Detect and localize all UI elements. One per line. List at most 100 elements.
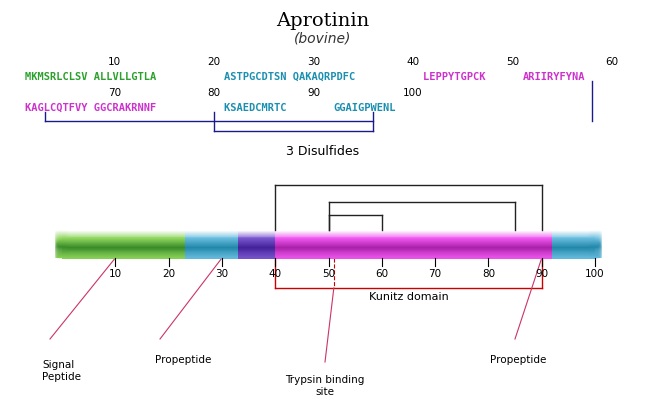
- Text: 30: 30: [307, 57, 320, 67]
- Bar: [238, 246, 275, 248]
- Bar: [275, 255, 552, 256]
- Ellipse shape: [55, 251, 69, 252]
- Bar: [275, 254, 552, 255]
- Text: 20: 20: [162, 268, 175, 278]
- Bar: [62, 256, 185, 257]
- Text: ARIIRYFYNA: ARIIRYFYNA: [523, 72, 585, 82]
- Bar: [238, 257, 275, 259]
- Bar: [238, 232, 275, 234]
- Ellipse shape: [55, 244, 69, 246]
- Ellipse shape: [588, 230, 602, 232]
- Bar: [62, 244, 185, 246]
- Ellipse shape: [588, 235, 602, 236]
- Bar: [185, 230, 238, 232]
- Ellipse shape: [55, 242, 69, 244]
- Bar: [185, 257, 238, 259]
- Bar: [62, 242, 185, 244]
- Ellipse shape: [55, 240, 69, 242]
- Text: Aprotinin: Aprotinin: [276, 12, 370, 30]
- Bar: [185, 240, 238, 241]
- Bar: [185, 245, 238, 247]
- Bar: [275, 230, 552, 232]
- Bar: [62, 233, 185, 235]
- Text: (bovine): (bovine): [295, 32, 351, 46]
- Bar: [238, 255, 275, 256]
- Bar: [62, 257, 185, 259]
- Bar: [552, 249, 595, 251]
- Bar: [62, 242, 185, 243]
- Bar: [275, 256, 552, 258]
- Bar: [62, 240, 185, 241]
- Bar: [275, 241, 552, 242]
- Bar: [275, 239, 552, 240]
- Ellipse shape: [588, 243, 602, 244]
- Bar: [275, 257, 552, 259]
- Bar: [552, 253, 595, 254]
- Ellipse shape: [588, 231, 602, 233]
- Ellipse shape: [588, 255, 602, 257]
- Ellipse shape: [588, 244, 602, 246]
- Text: 50: 50: [506, 57, 519, 67]
- Ellipse shape: [588, 254, 602, 256]
- Bar: [552, 230, 595, 232]
- Bar: [62, 234, 185, 235]
- Bar: [238, 256, 275, 258]
- Ellipse shape: [588, 241, 602, 243]
- Ellipse shape: [55, 243, 69, 244]
- Bar: [238, 242, 275, 244]
- Bar: [185, 236, 238, 237]
- Ellipse shape: [55, 249, 69, 250]
- Bar: [275, 236, 552, 237]
- Bar: [62, 241, 185, 242]
- Bar: [552, 232, 595, 234]
- Bar: [62, 256, 185, 258]
- Text: KAGLCQTFVY GGCRAKRNNF: KAGLCQTFVY GGCRAKRNNF: [25, 103, 163, 113]
- Ellipse shape: [55, 247, 69, 248]
- Bar: [238, 234, 275, 235]
- Ellipse shape: [588, 237, 602, 238]
- Ellipse shape: [588, 246, 602, 247]
- Ellipse shape: [55, 254, 69, 256]
- Ellipse shape: [55, 240, 69, 241]
- Bar: [552, 244, 595, 246]
- Text: 10: 10: [109, 268, 122, 278]
- Bar: [552, 255, 595, 256]
- Bar: [552, 237, 595, 238]
- Bar: [275, 250, 552, 252]
- Bar: [552, 252, 595, 253]
- Bar: [552, 257, 595, 259]
- Bar: [62, 232, 185, 234]
- Bar: [62, 230, 185, 232]
- Bar: [552, 247, 595, 249]
- Ellipse shape: [588, 251, 602, 252]
- Bar: [552, 256, 595, 257]
- Bar: [552, 231, 595, 233]
- Bar: [62, 252, 185, 253]
- Bar: [62, 249, 185, 251]
- Bar: [62, 238, 185, 239]
- Bar: [275, 242, 552, 244]
- Bar: [185, 242, 238, 243]
- Bar: [552, 240, 595, 241]
- Text: 3 Disulfides: 3 Disulfides: [286, 145, 360, 158]
- Bar: [552, 245, 595, 247]
- Text: 70: 70: [428, 268, 442, 278]
- Ellipse shape: [55, 252, 69, 253]
- Ellipse shape: [588, 234, 602, 235]
- Bar: [185, 253, 238, 254]
- Bar: [275, 248, 552, 249]
- Bar: [275, 244, 552, 246]
- Ellipse shape: [55, 255, 69, 257]
- Bar: [238, 248, 275, 249]
- Ellipse shape: [55, 250, 69, 251]
- Bar: [238, 253, 275, 254]
- Bar: [238, 245, 275, 247]
- Bar: [238, 238, 275, 239]
- Bar: [238, 252, 275, 253]
- Bar: [275, 232, 552, 234]
- Bar: [552, 241, 595, 242]
- Bar: [185, 256, 238, 257]
- Ellipse shape: [55, 231, 69, 233]
- Ellipse shape: [588, 242, 602, 244]
- Bar: [185, 235, 238, 237]
